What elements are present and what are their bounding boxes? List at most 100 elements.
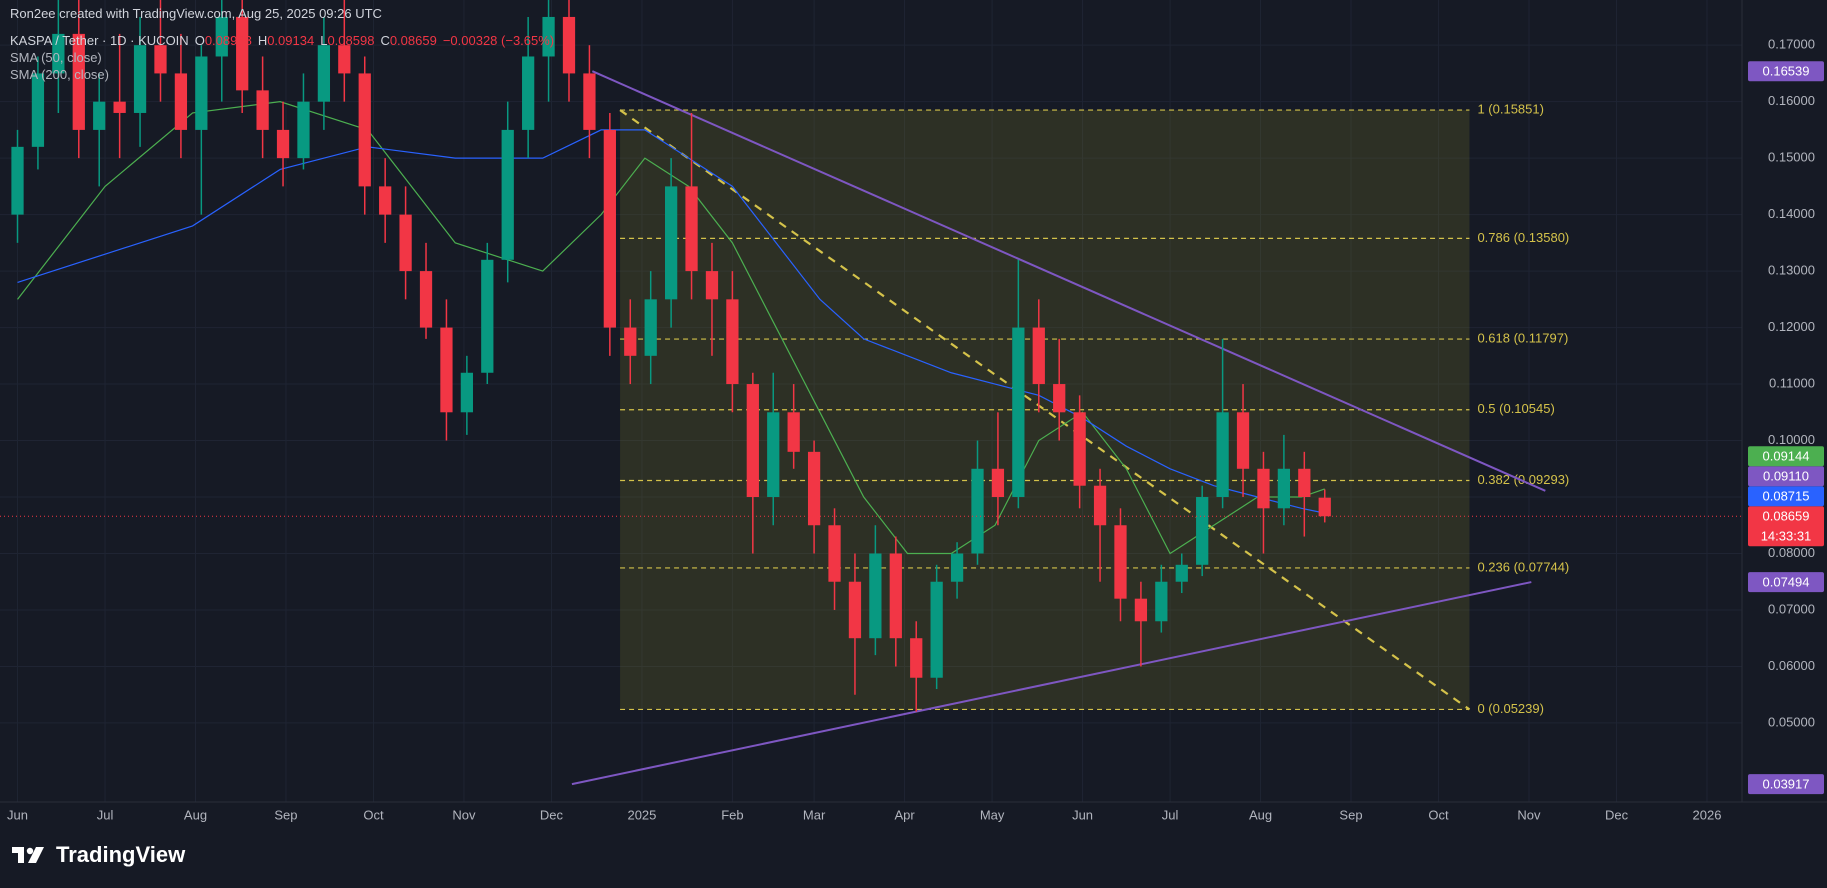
candle-body: [154, 45, 167, 74]
candle-body: [767, 412, 780, 498]
candle-body: [317, 45, 331, 102]
candle-body: [297, 101, 310, 159]
candle-body: [52, 33, 65, 74]
y-tick-label: 0.05000: [1768, 714, 1815, 729]
candle-body: [828, 525, 841, 582]
brand-logo: [12, 847, 44, 863]
legend-series-name: SMA (200, close): [10, 67, 109, 82]
x-tick-label: Aug: [184, 807, 207, 822]
legend-row: SMA (50, close): [10, 49, 554, 66]
legend-ohlc-key: O: [194, 33, 205, 48]
candle-body: [93, 101, 106, 130]
x-tick-label: Jul: [1162, 807, 1179, 822]
price-badge: [1748, 486, 1824, 507]
price-badge-label: 0.16539: [1763, 64, 1810, 79]
candle-body: [1053, 384, 1066, 413]
price-badge: [1748, 446, 1824, 467]
candle-body: [440, 327, 453, 413]
candle-body: [1155, 581, 1168, 622]
fib-label: 0 (0.05239): [1477, 701, 1544, 716]
candle-body: [31, 73, 45, 147]
candle-body: [1236, 412, 1250, 469]
candle-body: [644, 299, 657, 356]
candle-body: [1175, 564, 1188, 582]
price-badge-label: 0.08715: [1763, 489, 1810, 504]
price-badge: [1748, 61, 1824, 82]
fib-label: 0.618 (0.11797): [1477, 330, 1568, 345]
price-badge-label: 0.09110: [1763, 469, 1809, 484]
y-tick-label: 0.14000: [1768, 206, 1815, 221]
candle-body: [664, 186, 678, 300]
candle-body: [746, 384, 759, 498]
x-tick-label: Dec: [1605, 807, 1629, 822]
candle-body: [1114, 525, 1127, 599]
candle-body: [195, 56, 208, 130]
legend-row: SMA (200, close): [10, 66, 554, 83]
legend-symbol: KASPA / Tether · 1D · KUCOIN: [10, 33, 189, 48]
x-tick-label: Aug: [1249, 807, 1272, 822]
y-tick-label: 0.13000: [1768, 263, 1815, 278]
candle-body: [685, 186, 698, 272]
candle-body: [930, 581, 943, 678]
candle-body: [726, 299, 739, 385]
candle-body: [1093, 485, 1107, 526]
candle-body: [1196, 497, 1209, 565]
x-tick-label: Jun: [1072, 807, 1093, 822]
legend-ohlc-key: H: [257, 33, 268, 48]
candle-body: [1012, 327, 1025, 498]
y-tick-label: 0.16000: [1768, 93, 1815, 108]
candle-body: [501, 129, 514, 260]
x-tick-label: Jul: [97, 807, 114, 822]
candle-body: [1277, 468, 1291, 509]
candle-body: [236, 16, 249, 91]
candle-body: [624, 327, 637, 356]
price-badge-label: 0.07494: [1763, 575, 1810, 590]
candle-body: [542, 16, 555, 57]
candle-body: [72, 33, 85, 130]
candle-body: [419, 271, 433, 328]
candle-body: [807, 451, 821, 526]
candle-body: [133, 45, 147, 113]
candle-body: [1318, 497, 1331, 517]
trendline: [571, 581, 1532, 786]
candle-body: [1216, 412, 1229, 498]
x-tick-label: Oct: [1428, 807, 1449, 822]
candle-body: [1134, 598, 1148, 622]
x-tick-label: Oct: [363, 807, 384, 822]
fib-label: 0.236 (0.07744): [1477, 559, 1569, 574]
y-tick-label: 0.15000: [1768, 150, 1815, 165]
candle-body: [460, 372, 473, 413]
legend-row: KASPA / Tether · 1D · KUCOIN O0.08988 H0.0…: [10, 32, 554, 49]
x-tick-label: Nov: [1517, 807, 1541, 822]
x-tick-label: Nov: [452, 807, 476, 822]
x-tick-label: Sep: [274, 807, 297, 822]
x-tick-label: Apr: [894, 807, 915, 822]
candle-body: [338, 45, 351, 74]
candle-body: [256, 90, 269, 130]
fib-label: 0.786 (0.13580): [1477, 230, 1569, 245]
y-tick-label: 0.17000: [1768, 37, 1815, 52]
candle-body: [522, 56, 535, 130]
y-tick-label: 0.08000: [1768, 545, 1815, 560]
candle-body: [910, 638, 923, 678]
price-badge: [1748, 506, 1824, 547]
candle-body: [276, 129, 290, 159]
x-tick-label: Feb: [721, 807, 743, 822]
y-tick-label: 0.11000: [1769, 375, 1815, 390]
legend-series-name: SMA (50, close): [10, 50, 102, 65]
candle-body: [1032, 327, 1045, 385]
fib-label: 1 (0.15851): [1477, 102, 1544, 117]
x-tick-label: Dec: [540, 807, 564, 822]
candle-body: [1073, 412, 1086, 486]
fib-label: 0.382 (0.09293): [1477, 472, 1569, 487]
candle-body: [399, 214, 412, 272]
price-countdown: 14:33:31: [1761, 529, 1812, 544]
y-tick-label: 0.12000: [1768, 319, 1815, 334]
credit: Ron2ee created with TradingView.com, Aug…: [10, 6, 382, 21]
candle-body: [1257, 468, 1270, 509]
candle-body: [705, 271, 719, 300]
price-badge-label: 0.08659: [1763, 509, 1810, 524]
candle-body: [889, 553, 902, 639]
x-tick-label: May: [980, 807, 1005, 822]
